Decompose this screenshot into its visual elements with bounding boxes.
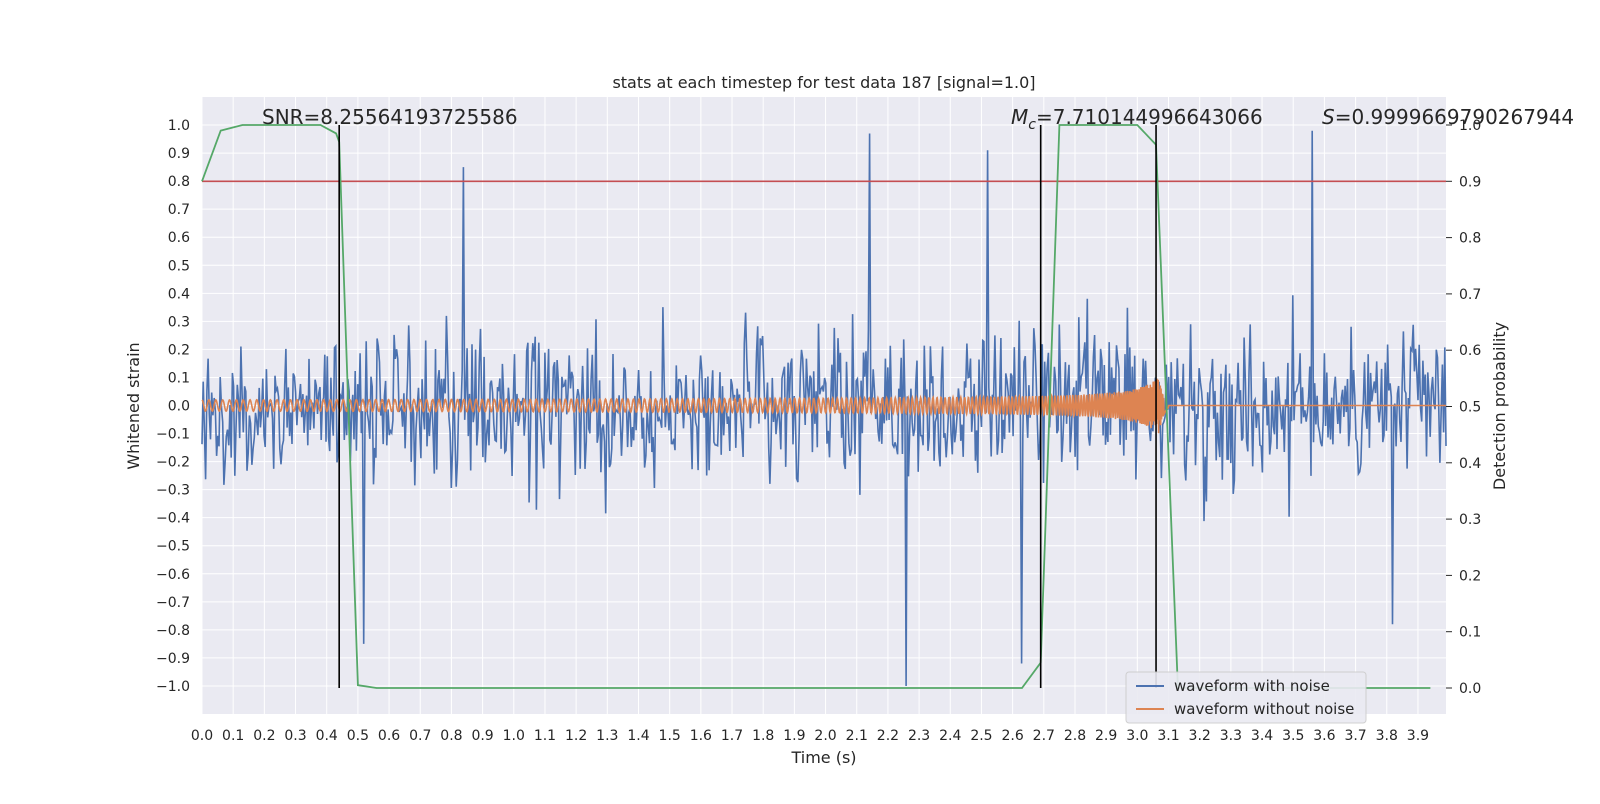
chirp-mass-symbol: M (1011, 105, 1028, 129)
chart-title: stats at each timestep for test data 187… (612, 73, 1035, 92)
y-tick-label: −0.4 (156, 511, 190, 527)
signal-prob-value: =0.9999669790267944 (1335, 105, 1574, 129)
y2-tick-label: 0.1 (1459, 625, 1481, 641)
y2-tick-label: 0.0 (1459, 681, 1481, 697)
x-tick-label: 3.2 (1189, 728, 1211, 744)
series-detection-probability (201, 124, 1431, 689)
legend-box (1125, 671, 1367, 724)
x-tick-label: 3.1 (1157, 728, 1179, 744)
x-tick-label: 3.5 (1282, 728, 1304, 744)
legend: waveform with noise waveform without noi… (1125, 671, 1367, 724)
y-axis-label: Whitened strain (124, 342, 143, 469)
legend-label-clean: waveform without noise (1174, 700, 1354, 718)
y-tick-label: 0.6 (168, 230, 190, 246)
y-tick-label: 0.2 (168, 342, 190, 358)
y-tick-label: 0.3 (168, 314, 190, 330)
x-tick-label: 1.2 (565, 728, 587, 744)
x-tick-label: 3.0 (1126, 728, 1148, 744)
series (201, 130, 1447, 687)
x-tick-label: 2.5 (970, 728, 992, 744)
chirp-mass-subscript: c (1028, 117, 1036, 133)
x-tick-label: 0.6 (378, 728, 400, 744)
y2-tick-label: 0.9 (1459, 174, 1481, 190)
x-tick-label: 0.7 (409, 728, 431, 744)
y-tick-label: 0.4 (168, 286, 190, 302)
y2-axis-ticks: 1.0 0.9 0.8 0.7 0.6 0.5 0.4 0.3 0.2 0.1 0.0 (1446, 118, 1481, 697)
x-tick-label: 0.9 (471, 728, 493, 744)
x-tick-label: 1.3 (596, 728, 618, 744)
x-axis-ticks: 0.0 0.1 0.2 0.3 0.4 0.5 0.6 0.7 0.8 0.9 1.0 1.1 1.2 1… (191, 728, 1429, 744)
x-tick-label: 0.3 (284, 728, 306, 744)
x-tick-label: 3.3 (1220, 728, 1242, 744)
x-tick-label: 0.5 (347, 728, 369, 744)
y2-tick-label: 0.5 (1459, 400, 1481, 416)
y-tick-label: −1.0 (156, 679, 190, 695)
x-tick-label: 2.1 (846, 728, 868, 744)
y-tick-label: 0.8 (168, 174, 190, 190)
y2-tick-label: 0.2 (1459, 568, 1481, 584)
y2-tick-label: 0.3 (1459, 512, 1481, 528)
signal-prob-symbol: S (1322, 105, 1335, 129)
y-tick-label: 1.0 (168, 118, 190, 134)
x-tick-label: 0.0 (191, 728, 213, 744)
y2-axis-label: Detection probability (1490, 322, 1509, 490)
y2-tick-label: 0.7 (1459, 287, 1481, 303)
x-tick-label: 1.7 (721, 728, 743, 744)
legend-label-noise: waveform with noise (1174, 677, 1330, 695)
series-waveform-with-noise (201, 130, 1447, 687)
x-tick-label: 3.7 (1344, 728, 1366, 744)
x-tick-label: 2.3 (908, 728, 930, 744)
x-tick-label: 3.9 (1407, 728, 1429, 744)
x-tick-label: 0.8 (440, 728, 462, 744)
y-tick-label: −0.2 (156, 455, 190, 471)
grid (201, 97, 1446, 714)
y-axis-ticks: 1.0 0.9 0.8 0.7 0.6 0.5 0.4 0.3 0.2 0.1 0.0 −0.1 −0.… (156, 118, 190, 695)
x-tick-label: 1.5 (659, 728, 681, 744)
x-tick-label: 1.9 (783, 728, 805, 744)
x-tick-label: 2.6 (1001, 728, 1023, 744)
y2-tick-label: 0.8 (1459, 231, 1481, 247)
x-tick-label: 1.8 (752, 728, 774, 744)
signal-prob-annotation: S=0.9999669790267944 (1322, 105, 1574, 129)
series-waveform-without-noise (201, 378, 1446, 434)
x-tick-label: 1.0 (503, 728, 525, 744)
x-tick-label: 2.2 (877, 728, 899, 744)
x-tick-label: 3.4 (1251, 728, 1273, 744)
y2-tick-label: 0.6 (1459, 343, 1481, 359)
x-tick-label: 3.8 (1376, 728, 1398, 744)
y-tick-label: 0.1 (168, 370, 190, 386)
x-tick-label: 0.2 (253, 728, 275, 744)
x-tick-label: 2.4 (939, 728, 961, 744)
y-tick-label: 0.7 (168, 202, 190, 218)
x-axis-label: Time (s) (790, 748, 856, 767)
chirp-mass-annotation: Mc=7.710144996643066 (1011, 105, 1263, 133)
y-tick-label: −0.1 (156, 427, 190, 443)
chirp-mass-value: =7.710144996643066 (1036, 105, 1263, 129)
y-tick-label: −0.3 (156, 483, 190, 499)
y-tick-label: −0.5 (156, 539, 190, 555)
x-tick-label: 1.6 (690, 728, 712, 744)
x-tick-label: 0.4 (316, 728, 338, 744)
x-tick-label: 2.9 (1095, 728, 1117, 744)
overlays (201, 124, 1446, 689)
y-tick-label: 0.5 (168, 258, 190, 274)
snr-annotation: SNR=8.25564193725586 (262, 105, 518, 129)
y-tick-label: −0.8 (156, 623, 190, 639)
y-tick-label: −0.9 (156, 651, 190, 667)
y-tick-label: −0.7 (156, 595, 190, 611)
x-tick-label: 3.6 (1313, 728, 1335, 744)
x-tick-label: 1.4 (627, 728, 649, 744)
x-tick-label: 2.0 (814, 728, 836, 744)
x-tick-label: 2.8 (1064, 728, 1086, 744)
y-tick-label: 0.9 (168, 146, 190, 162)
x-tick-label: 0.1 (222, 728, 244, 744)
y-tick-label: −0.6 (156, 567, 190, 583)
x-tick-label: 2.7 (1033, 728, 1055, 744)
y2-tick-label: 1.0 (1459, 118, 1481, 134)
x-tick-label: 1.1 (534, 728, 556, 744)
y2-tick-label: 0.4 (1459, 456, 1481, 472)
y-tick-label: 0.0 (168, 399, 190, 415)
